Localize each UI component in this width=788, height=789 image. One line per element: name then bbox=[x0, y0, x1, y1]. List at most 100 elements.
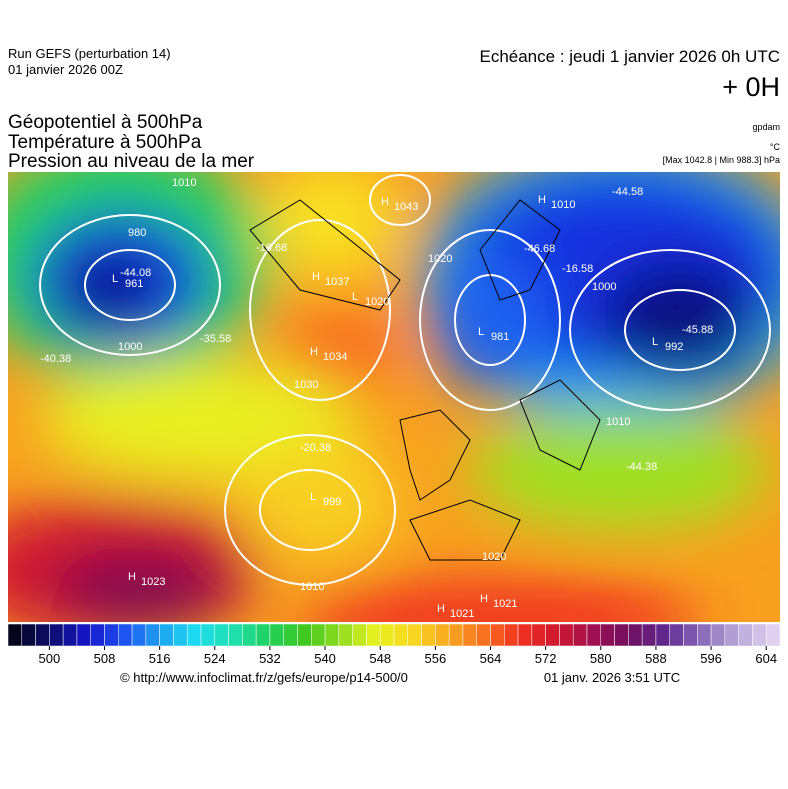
colorbar-cell bbox=[297, 623, 312, 647]
temperature-label: -20.38 bbox=[300, 442, 331, 454]
colorbar-cell bbox=[35, 623, 50, 647]
run-date: 01 janvier 2026 00Z bbox=[8, 62, 123, 77]
unit-label: gpdam bbox=[752, 122, 780, 132]
temperature-label: -44.08 bbox=[120, 267, 151, 279]
colorbar-cell bbox=[559, 623, 574, 647]
pressure-center-letter: L bbox=[310, 491, 316, 503]
pressure-center-value: 992 bbox=[665, 341, 683, 353]
colorbar-cell bbox=[62, 623, 78, 647]
colorbar-tick-label: 500 bbox=[39, 651, 61, 666]
pressure-center-letter: H bbox=[312, 271, 320, 283]
colorbar-cell bbox=[531, 623, 546, 647]
colorbar-cell bbox=[159, 623, 174, 647]
colorbar-cell bbox=[49, 623, 64, 647]
isobar-label: 1030 bbox=[294, 379, 318, 391]
pressure-center-letter: H bbox=[437, 603, 445, 615]
colorbar-cell bbox=[462, 623, 477, 647]
colorbar-tick-label: 588 bbox=[645, 651, 667, 666]
pressure-center-letter: L bbox=[478, 326, 484, 338]
colorbar-tick-label: 556 bbox=[425, 651, 447, 666]
footer-source: © http://www.infoclimat.fr/z/gefs/europe… bbox=[120, 670, 408, 685]
colorbar-tick-label: 540 bbox=[314, 651, 336, 666]
temperature-label: -16.58 bbox=[562, 263, 593, 275]
pressure-center-value: 1010 bbox=[551, 199, 575, 211]
colorbar-cell bbox=[572, 623, 588, 647]
colorbar-cell bbox=[421, 623, 436, 647]
colorbar-cell bbox=[214, 623, 229, 647]
pressure-center-letter: H bbox=[310, 346, 318, 358]
colorbar-cell bbox=[628, 623, 643, 647]
offset: + 0H bbox=[722, 72, 780, 102]
colorbar-cell bbox=[131, 623, 147, 647]
temperature-label: -45.88 bbox=[682, 324, 713, 336]
isobar-label: 1010 bbox=[300, 581, 324, 593]
pressure-center-letter: L bbox=[652, 336, 658, 348]
colorbar-cell bbox=[697, 623, 712, 647]
colorbar-cell bbox=[765, 623, 781, 647]
field-title: Température à 500hPa bbox=[8, 132, 202, 153]
pressure-center-value: 981 bbox=[491, 331, 509, 343]
pressure-center-letter: H bbox=[480, 593, 488, 605]
colorbar-cell bbox=[490, 623, 505, 647]
temperature-label: -44.38 bbox=[626, 461, 657, 473]
field-title: Géopotentiel à 500hPa bbox=[8, 112, 203, 133]
colorbar-tick-label: 596 bbox=[700, 651, 722, 666]
colorbar-tick-label: 572 bbox=[535, 651, 557, 666]
colorbar-cell bbox=[476, 623, 491, 647]
colorbar-cell bbox=[186, 623, 202, 647]
colorbar-cell bbox=[435, 623, 450, 647]
temperature-label: -35.58 bbox=[200, 333, 231, 345]
pressure-center-letter: L bbox=[352, 291, 358, 303]
pressure-center-letter: L bbox=[112, 273, 118, 285]
footer-date: 01 janv. 2026 3:51 UTC bbox=[544, 670, 680, 685]
colorbar-cell bbox=[586, 623, 602, 647]
colorbar-cell bbox=[752, 623, 767, 647]
colorbar-tick-label: 532 bbox=[259, 651, 281, 666]
colorbar-cell bbox=[641, 623, 657, 647]
colorbar-cell bbox=[228, 623, 243, 647]
colorbar-cell bbox=[669, 623, 684, 647]
colorbar-cell bbox=[600, 623, 615, 647]
colorbar-cell bbox=[545, 623, 560, 647]
pressure-center-value: 1043 bbox=[394, 201, 418, 213]
isobar-label: 1000 bbox=[118, 341, 142, 353]
colorbar-cell bbox=[683, 623, 698, 647]
temperature-label: -40.38 bbox=[40, 353, 71, 365]
colorbar-cell bbox=[255, 623, 271, 647]
isobar-label: 980 bbox=[128, 227, 146, 239]
colorbar-tick-label: 604 bbox=[755, 651, 777, 666]
colorbar-cell bbox=[7, 623, 23, 647]
colorbar-tick-label: 516 bbox=[149, 651, 171, 666]
colorbar-cell bbox=[614, 623, 629, 647]
colorbar-cell bbox=[269, 623, 284, 647]
pressure-center-value: 961 bbox=[125, 278, 143, 290]
colorbar-cell bbox=[724, 623, 739, 647]
temperature-label: -44.58 bbox=[612, 186, 643, 198]
temperature-label: -16.68 bbox=[256, 242, 287, 254]
colorbar-cell bbox=[324, 623, 340, 647]
colorbar-cell bbox=[338, 623, 353, 647]
colorbar-cell bbox=[379, 623, 395, 647]
pressure-center-letter: H bbox=[538, 194, 546, 206]
colorbar-tick-label: 548 bbox=[369, 651, 391, 666]
colorbar-tick-label: 564 bbox=[480, 651, 502, 666]
colorbar-cell bbox=[21, 623, 36, 647]
colorbar-cell bbox=[242, 623, 257, 647]
pressure-range: [Max 1042.8 | Min 988.3] hPa bbox=[663, 155, 780, 165]
colorbar-cell bbox=[738, 623, 753, 647]
colorbar-cell bbox=[407, 623, 422, 647]
isobars bbox=[39, 174, 771, 586]
pressure-center-value: 1037 bbox=[325, 276, 349, 288]
colorbar-cell bbox=[283, 623, 298, 647]
pressure-center-value: 1021 bbox=[493, 598, 517, 610]
colorbar-cell bbox=[200, 623, 216, 647]
colorbar-cell bbox=[517, 623, 533, 647]
isobar-label: 1020 bbox=[482, 551, 506, 563]
field-title: Pression au niveau de la mer bbox=[8, 151, 255, 172]
colorbar-cell bbox=[145, 623, 160, 647]
colorbar-tick-label: 508 bbox=[94, 651, 116, 666]
colorbar-cell bbox=[104, 623, 119, 647]
colorbar-cell bbox=[76, 623, 91, 647]
